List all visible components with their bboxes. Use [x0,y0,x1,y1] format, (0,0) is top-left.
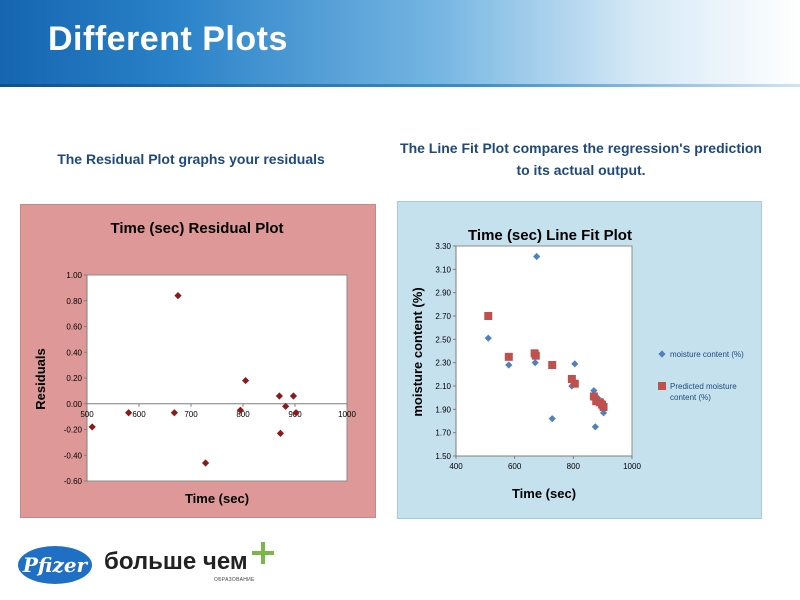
data-point [531,351,540,360]
line-fit-plot-chart: Time (sec) Line Fit Plot Time (sec) moistu… [410,227,744,501]
data-point [570,379,579,388]
legend-marker [658,382,666,390]
y-tick-label: 3.30 [435,242,451,251]
footer-logos: Pfizer больше чем ОБРАЗОВАНИЕ [18,540,298,590]
y-tick-label: 2.50 [435,335,451,344]
data-point [504,352,513,361]
plus-icon [252,542,274,564]
data-point [201,459,210,467]
residual-caption: The Residual Plot graphs your residuals [57,151,325,167]
plot-area [455,245,633,457]
y-tick-label: 3.10 [435,265,451,274]
line-fit-plot-panel: Time (sec) Line Fit Plot Time (sec) moistu… [397,201,762,519]
data-point [242,376,250,385]
x-tick-label: 800 [567,462,581,471]
tagline-sub: ОБРАЗОВАНИЕ [214,577,255,583]
y-tick-label: 0.80 [66,297,82,306]
y-tick-label: 1.50 [435,452,451,461]
y-tick-label: 1.00 [66,271,82,280]
data-point [567,375,576,383]
x-tick-label: 400 [449,462,463,471]
page-title: Different Plots [48,20,288,58]
x-tick-label: 600 [132,410,146,419]
residual-plot-panel: Time (sec) Residual Plot Time (sec) Residu… [20,204,376,518]
y-tick-label: -0.20 [64,426,83,435]
data-point [88,423,96,431]
line-fit-caption: The Line Fit Plot compares the regressio… [400,140,762,178]
x-tick-label: 600 [508,462,522,471]
title-banner [0,0,800,84]
data-point [484,312,493,320]
data-point [282,402,290,410]
y-tick-label: 2.90 [435,289,451,298]
y-axis-label: Residuals [33,348,48,409]
pfizer-logo: Pfizer [18,546,92,584]
y-tick-label: 2.10 [435,382,451,391]
data-point [275,392,283,400]
title-rule [0,84,800,87]
y-tick-label: 2.70 [435,312,451,321]
data-point [505,361,513,369]
y-tick-label: 2.30 [435,359,451,368]
data-point [170,409,178,417]
x-axis-label: Time (sec) [512,486,576,501]
x-tick-label: 700 [184,410,198,419]
data-point [276,429,285,437]
tagline-logo: больше чем [104,548,248,575]
residual-plot-chart: Time (sec) Residual Plot Time (sec) Residu… [33,220,356,506]
y-tick-label: 0.60 [66,323,82,332]
data-point [599,403,608,411]
y-tick-label: 0.40 [66,348,82,357]
data-point [125,409,133,417]
x-tick-label: 500 [80,410,94,419]
data-point [484,334,492,342]
y-tick-label: -0.40 [64,451,83,460]
legend-label: moisture content (%) [670,350,744,359]
data-point [589,392,598,401]
y-tick-label: 0.00 [66,400,82,409]
y-tick-label: 1.70 [435,429,451,438]
y-tick-label: -0.60 [64,477,83,486]
x-tick-label: 800 [236,410,250,419]
data-point [548,361,557,369]
y-tick-label: 0.20 [66,374,82,383]
legend-marker [658,350,666,358]
y-tick-label: 1.90 [435,405,451,414]
x-tick-label: 1000 [338,410,356,419]
data-point [292,409,300,417]
chart-title: Time (sec) Line Fit Plot [468,227,632,244]
x-tick-label: 1000 [623,462,641,471]
data-point [236,406,244,414]
chart-title: Time (sec) Residual Plot [110,220,283,237]
x-axis-label: Time (sec) [185,491,249,506]
legend-label: Predicted moisture content (%) [670,382,737,402]
plot-area [86,274,348,482]
y-axis-label: moisture content (%) [410,287,425,416]
